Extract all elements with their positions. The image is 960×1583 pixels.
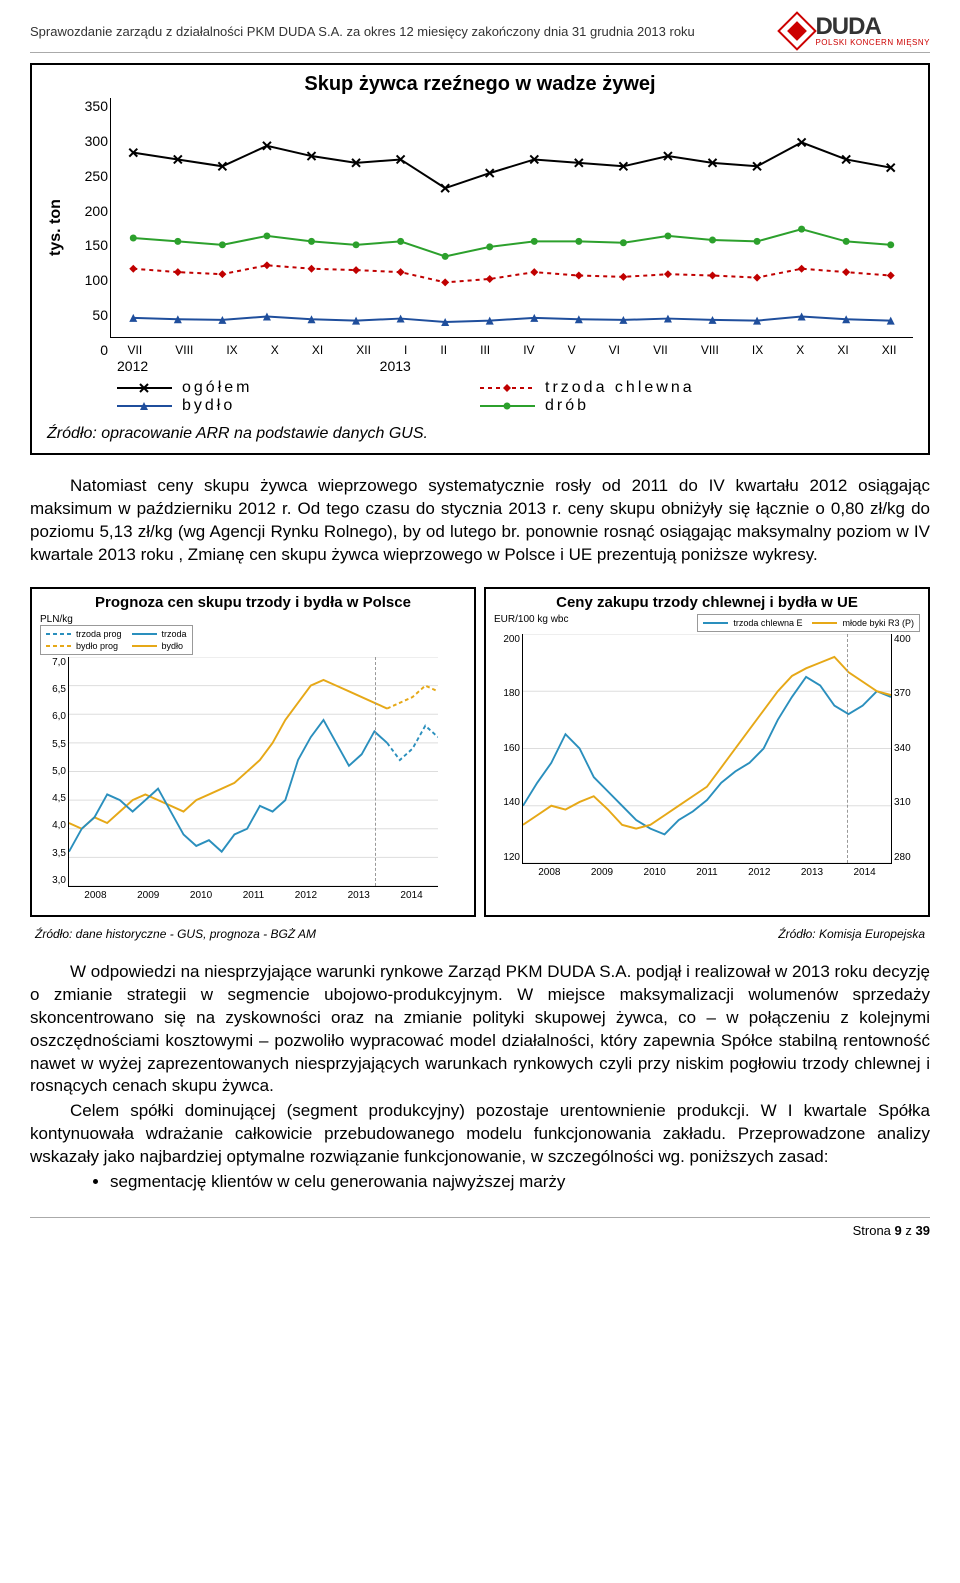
chart1-svg bbox=[111, 98, 913, 337]
chart1-yticks: 350300250200150100500 bbox=[68, 98, 108, 358]
chart1-title: Skup żywca rzeźnego w wadze żywej bbox=[47, 73, 913, 96]
logo: DUDA POLSKI KONCERN MIĘSNY bbox=[783, 15, 930, 47]
logo-icon bbox=[778, 11, 818, 51]
chart1-ylabel: tys. ton bbox=[47, 98, 65, 358]
paragraph-1: Natomiast ceny skupu żywca wieprzowego s… bbox=[30, 475, 930, 567]
chart3-separator bbox=[847, 634, 848, 863]
chart3-svg bbox=[523, 634, 891, 863]
chart2-container: Prognoza cen skupu trzody i bydła w Pols… bbox=[30, 587, 476, 917]
chart1-legend: ogółemtrzoda chlewnabydłodrób bbox=[47, 374, 913, 420]
chart2-source: Źródło: dane historyczne - GUS, prognoza… bbox=[35, 927, 316, 941]
chart1-container: Skup żywca rzeźnego w wadze żywej tys. t… bbox=[30, 63, 930, 455]
chart3-title: Ceny zakupu trzody chlewnej i bydła w UE bbox=[494, 594, 920, 611]
chart3-unit: EUR/100 kg wbc bbox=[494, 614, 568, 625]
chart3-yticks-right: 400370340310280 bbox=[894, 634, 919, 863]
chart2-title: Prognoza cen skupu trzody i bydła w Pols… bbox=[40, 594, 466, 611]
chart3-source: Źródło: Komisja Europejska bbox=[778, 927, 925, 941]
chart3-xticks: 2008200920102011201220132014 bbox=[523, 867, 891, 878]
chart3-yticks-left: 200180160140120 bbox=[495, 634, 520, 863]
chart1-year1: 2012 bbox=[117, 358, 380, 374]
doc-header-title: Sprawozdanie zarządu z działalności PKM … bbox=[30, 24, 695, 39]
logo-main: DUDA bbox=[815, 15, 930, 39]
chart3-container: Ceny zakupu trzody chlewnej i bydła w UE… bbox=[484, 587, 930, 917]
chart2-separator bbox=[375, 657, 376, 886]
logo-sub: POLSKI KONCERN MIĘSNY bbox=[815, 39, 930, 47]
chart3-plot: 200180160140120 400370340310280 20082009… bbox=[522, 634, 892, 864]
chart2-svg bbox=[69, 657, 438, 886]
chart2-legend: trzoda progtrzodabydło progbydło bbox=[40, 625, 193, 655]
chart1-year2: 2013 bbox=[380, 358, 411, 374]
chart2-unit: PLN/kg bbox=[40, 614, 466, 625]
paragraph-2: W odpowiedzi na niesprzyjające warunki r… bbox=[30, 961, 930, 1169]
page-footer: Strona 9 z 39 bbox=[30, 1217, 930, 1238]
chart2-yticks: 7,06,56,05,55,04,54,03,53,0 bbox=[41, 657, 66, 886]
chart1-source: Źródło: opracowanie ARR na podstawie dan… bbox=[47, 425, 913, 443]
chart2-xticks: 2008200920102011201220132014 bbox=[69, 890, 438, 901]
bullet-1: segmentację klientów w celu generowania … bbox=[110, 1172, 930, 1192]
chart2-plot: 7,06,56,05,55,04,54,03,53,0 200820092010… bbox=[68, 657, 438, 887]
chart1-plot: VIIVIIIIXXXIXIIIIIIIIIVVVIVIIVIIIIXXXIXI… bbox=[110, 98, 913, 338]
chart1-xticks: VIIVIIIIXXXIXIIIIIIIIIVVVIVIIVIIIIXXXIXI… bbox=[111, 343, 913, 357]
bullet-list: segmentację klientów w celu generowania … bbox=[30, 1172, 930, 1192]
chart3-legend: trzoda chlewna Emłode byki R3 (P) bbox=[697, 614, 920, 632]
